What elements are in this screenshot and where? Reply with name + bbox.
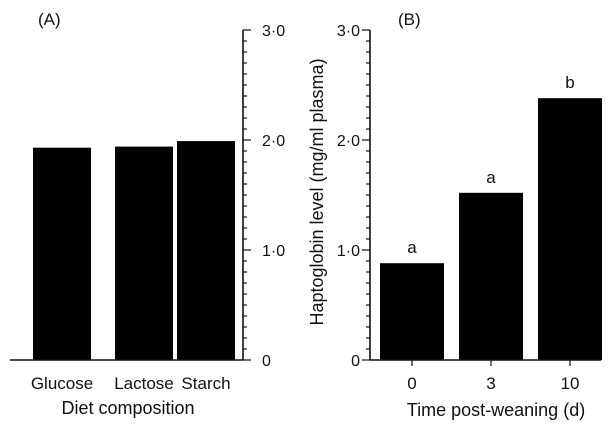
x-tick-label-a-0: Glucose xyxy=(31,374,93,393)
x-axis-title-b: Time post-weaning (d) xyxy=(407,400,585,420)
y-tick-label-a-2: 2·0 xyxy=(262,133,285,150)
bar-a-2 xyxy=(177,141,235,360)
y-axis-a: 0 1·0 2·0 3·0 xyxy=(10,23,285,370)
y-tick-label-a-0: 0 xyxy=(262,353,271,370)
x-tick-label-b-2: 10 xyxy=(561,374,580,393)
y-tick-label-a-3: 3·0 xyxy=(262,23,285,40)
y-axis-title: Haptoglobin level (mg/ml plasma) xyxy=(307,58,327,325)
significance-label-b-0: a xyxy=(407,238,417,257)
significance-label-b-1: a xyxy=(486,168,496,187)
y-tick-label-b-2: 2·0 xyxy=(337,133,360,150)
x-tick-label-a-1: Lactose xyxy=(114,374,174,393)
bar-a-1 xyxy=(115,146,173,360)
bars-a xyxy=(33,141,235,360)
panel-label-a: (A) xyxy=(38,10,61,29)
y-axis-b: 0 1·0 2·0 3·0 xyxy=(337,23,601,370)
x-tick-label-a-2: Starch xyxy=(181,374,230,393)
x-tick-label-b-0: 0 xyxy=(407,374,416,393)
y-tick-label-b-3: 3·0 xyxy=(337,23,360,40)
bar-b-0 xyxy=(380,263,444,360)
x-tick-labels-b: 0 3 10 xyxy=(407,360,579,393)
y-tick-label-a-1: 1·0 xyxy=(262,243,285,260)
bar-a-0 xyxy=(33,147,91,360)
bar-b-1 xyxy=(459,192,523,360)
significance-label-b-2: b xyxy=(565,73,574,92)
panel-label-b: (B) xyxy=(398,10,421,29)
x-tick-label-b-1: 3 xyxy=(486,374,495,393)
bar-b-2 xyxy=(538,98,602,360)
y-tick-label-b-0: 0 xyxy=(351,353,360,370)
x-axis-title-a: Diet composition xyxy=(61,398,194,418)
y-tick-label-b-1: 1·0 xyxy=(337,243,360,260)
bars-b: a a b xyxy=(380,73,602,360)
x-tick-labels-a: Glucose Lactose Starch xyxy=(31,374,231,393)
panel-a: (A) 0 1·0 2·0 3·0 Glucose Lactose Starch Diet… xyxy=(10,10,285,418)
panel-b: (B) a a b 0 1·0 2·0 3·0 0 3 10 Time post-weanin… xyxy=(337,10,602,420)
